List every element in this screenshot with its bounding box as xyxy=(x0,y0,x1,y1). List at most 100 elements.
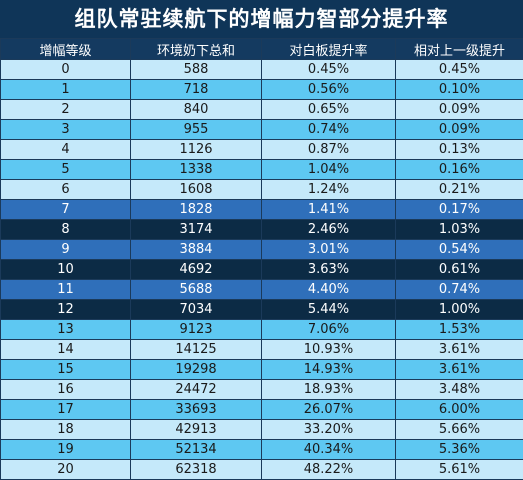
cell-rate-vs-previous: 0.13% xyxy=(396,140,523,160)
cell-total: 9123 xyxy=(131,320,262,340)
cell-total: 5688 xyxy=(131,280,262,300)
cell-total: 19298 xyxy=(131,360,262,380)
cell-rate-vs-previous: 0.74% xyxy=(396,280,523,300)
table-title: 组队常驻续航下的增幅力智部分提升率 xyxy=(0,0,523,38)
cell-total: 7034 xyxy=(131,300,262,320)
cell-total: 840 xyxy=(131,100,262,120)
cell-rate-vs-previous: 6.00% xyxy=(396,400,523,420)
cell-rate-vs-previous: 5.36% xyxy=(396,440,523,460)
cell-rate-vs-base: 7.06% xyxy=(262,320,396,340)
cell-level: 0 xyxy=(1,60,131,80)
cell-total: 14125 xyxy=(131,340,262,360)
cell-level: 19 xyxy=(1,440,131,460)
cell-level: 11 xyxy=(1,280,131,300)
cell-rate-vs-previous: 5.61% xyxy=(396,460,523,480)
cell-total: 1608 xyxy=(131,180,262,200)
cell-level: 1 xyxy=(1,80,131,100)
cell-level: 14 xyxy=(1,340,131,360)
cell-rate-vs-base: 40.34% xyxy=(262,440,396,460)
cell-rate-vs-previous: 1.00% xyxy=(396,300,523,320)
cell-rate-vs-previous: 3.48% xyxy=(396,380,523,400)
cell-rate-vs-base: 2.46% xyxy=(262,220,396,240)
header-row: 增幅等级 环境奶下总和 对白板提升率 相对上一级提升 xyxy=(1,39,523,60)
cell-rate-vs-base: 1.41% xyxy=(262,200,396,220)
cell-rate-vs-base: 0.56% xyxy=(262,80,396,100)
cell-total: 42913 xyxy=(131,420,262,440)
cell-level: 10 xyxy=(1,260,131,280)
column-header-level: 增幅等级 xyxy=(1,39,131,60)
cell-rate-vs-previous: 0.61% xyxy=(396,260,523,280)
cell-rate-vs-base: 48.22% xyxy=(262,460,396,480)
cell-level: 3 xyxy=(1,120,131,140)
cell-level: 15 xyxy=(1,360,131,380)
cell-level: 12 xyxy=(1,300,131,320)
cell-level: 7 xyxy=(1,200,131,220)
cell-level: 9 xyxy=(1,240,131,260)
cell-rate-vs-previous: 0.16% xyxy=(396,160,523,180)
cell-total: 588 xyxy=(131,60,262,80)
cell-rate-vs-base: 5.44% xyxy=(262,300,396,320)
cell-total: 24472 xyxy=(131,380,262,400)
cell-total: 3884 xyxy=(131,240,262,260)
cell-level: 13 xyxy=(1,320,131,340)
column-header-rate-vs-previous: 相对上一级提升 xyxy=(396,39,523,60)
cell-total: 955 xyxy=(131,120,262,140)
cell-rate-vs-previous: 0.54% xyxy=(396,240,523,260)
cell-rate-vs-base: 0.74% xyxy=(262,120,396,140)
cell-level: 8 xyxy=(1,220,131,240)
cell-rate-vs-previous: 1.03% xyxy=(396,220,523,240)
cell-rate-vs-base: 1.24% xyxy=(262,180,396,200)
cell-rate-vs-base: 0.87% xyxy=(262,140,396,160)
column-header-rate-vs-base: 对白板提升率 xyxy=(262,39,396,60)
cell-total: 62318 xyxy=(131,460,262,480)
cell-rate-vs-previous: 3.61% xyxy=(396,360,523,380)
cell-rate-vs-previous: 0.09% xyxy=(396,100,523,120)
cell-level: 6 xyxy=(1,180,131,200)
cell-rate-vs-previous: 0.10% xyxy=(396,80,523,100)
cell-total: 3174 xyxy=(131,220,262,240)
cell-level: 5 xyxy=(1,160,131,180)
cell-level: 18 xyxy=(1,420,131,440)
cell-rate-vs-previous: 0.21% xyxy=(396,180,523,200)
cell-rate-vs-base: 1.04% xyxy=(262,160,396,180)
cell-rate-vs-previous: 3.61% xyxy=(396,340,523,360)
cell-rate-vs-base: 4.40% xyxy=(262,280,396,300)
cell-total: 52134 xyxy=(131,440,262,460)
cell-rate-vs-base: 10.93% xyxy=(262,340,396,360)
cell-level: 20 xyxy=(1,460,131,480)
cell-rate-vs-base: 0.65% xyxy=(262,100,396,120)
cell-total: 4692 xyxy=(131,260,262,280)
cell-total: 1828 xyxy=(131,200,262,220)
cell-rate-vs-base: 26.07% xyxy=(262,400,396,420)
cell-rate-vs-previous: 1.53% xyxy=(396,320,523,340)
cell-rate-vs-base: 3.63% xyxy=(262,260,396,280)
cell-rate-vs-base: 33.20% xyxy=(262,420,396,440)
cell-total: 718 xyxy=(131,80,262,100)
cell-total: 1338 xyxy=(131,160,262,180)
column-header-total: 环境奶下总和 xyxy=(131,39,262,60)
cell-rate-vs-previous: 5.66% xyxy=(396,420,523,440)
cell-total: 1126 xyxy=(131,140,262,160)
cell-rate-vs-base: 18.93% xyxy=(262,380,396,400)
cell-rate-vs-previous: 0.17% xyxy=(396,200,523,220)
cell-rate-vs-base: 0.45% xyxy=(262,60,396,80)
cell-rate-vs-base: 14.93% xyxy=(262,360,396,380)
cell-level: 16 xyxy=(1,380,131,400)
